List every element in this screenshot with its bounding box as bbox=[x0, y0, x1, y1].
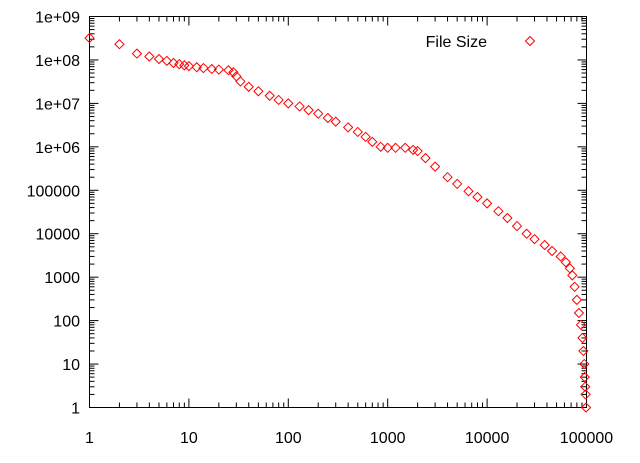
data-point bbox=[283, 98, 294, 109]
data-point bbox=[131, 48, 143, 59]
data-point bbox=[546, 245, 558, 257]
data-point bbox=[567, 270, 578, 281]
data-point bbox=[228, 67, 239, 78]
data-point bbox=[521, 228, 532, 239]
data-point bbox=[206, 63, 218, 75]
data-point bbox=[580, 389, 591, 400]
data-point bbox=[390, 142, 401, 154]
data-point bbox=[555, 251, 566, 262]
data-point bbox=[342, 122, 354, 133]
data-point bbox=[144, 51, 155, 62]
y-tick-label: 1e+06 bbox=[35, 140, 80, 157]
data-point bbox=[382, 142, 393, 154]
data-point bbox=[577, 332, 588, 344]
y-tick-label: 100 bbox=[53, 314, 80, 331]
legend-label-file-size: File Size bbox=[426, 34, 487, 51]
data-point bbox=[560, 257, 572, 268]
data-point bbox=[264, 90, 275, 101]
data-point bbox=[114, 39, 125, 50]
data-point bbox=[367, 136, 378, 148]
data-point bbox=[330, 116, 341, 127]
data-point bbox=[481, 198, 493, 209]
x-tick-label: 100 bbox=[275, 430, 302, 447]
data-point bbox=[223, 65, 234, 76]
data-point bbox=[313, 108, 324, 119]
data-point bbox=[253, 86, 264, 97]
data-point bbox=[84, 32, 95, 44]
data-point bbox=[322, 112, 334, 124]
data-point bbox=[573, 307, 585, 319]
data-point bbox=[575, 319, 587, 331]
data-point bbox=[420, 152, 431, 164]
y-tick-label: 1e+08 bbox=[35, 53, 80, 70]
data-point bbox=[511, 220, 523, 232]
x-tick-label: 1 bbox=[85, 430, 94, 447]
data-point bbox=[529, 233, 540, 245]
data-point bbox=[303, 104, 314, 116]
data-point bbox=[472, 191, 483, 203]
data-point bbox=[451, 178, 463, 190]
data-point bbox=[580, 402, 592, 413]
y-tick-label: 1 bbox=[71, 401, 80, 418]
data-point bbox=[502, 212, 513, 224]
data-point bbox=[412, 145, 423, 157]
data-point bbox=[569, 281, 580, 293]
x-tick-label: 100000 bbox=[560, 430, 613, 447]
data-point bbox=[579, 381, 591, 392]
x-tick-label: 10000 bbox=[465, 430, 510, 447]
data-point bbox=[183, 60, 195, 72]
data-point bbox=[352, 126, 363, 138]
y-tick-label: 10000 bbox=[36, 227, 81, 244]
data-point bbox=[273, 94, 284, 106]
axis-ticks bbox=[89, 16, 587, 408]
data-point bbox=[360, 131, 371, 143]
data-point bbox=[407, 144, 419, 156]
data-point bbox=[442, 171, 453, 183]
data-point bbox=[375, 141, 386, 153]
y-tick-label: 1000 bbox=[44, 270, 80, 287]
data-point bbox=[571, 294, 583, 306]
data-point bbox=[191, 62, 202, 73]
plot-frame bbox=[89, 16, 587, 408]
y-tick-label: 100000 bbox=[27, 183, 80, 200]
x-tick-label: 1000 bbox=[370, 430, 406, 447]
data-point bbox=[579, 358, 590, 370]
data-point bbox=[539, 239, 550, 251]
legend-marker-file-size bbox=[524, 35, 536, 47]
data-point bbox=[153, 53, 165, 65]
data-point bbox=[213, 64, 225, 75]
data-point bbox=[399, 142, 411, 154]
data-point bbox=[161, 55, 173, 67]
y-tick-label: 1e+09 bbox=[35, 10, 80, 27]
axis-tick-labels: 1 10 100 1000 10000 100000 1 10 100 1000 10000 1000… bbox=[27, 10, 614, 448]
y-tick-label: 10 bbox=[62, 357, 80, 374]
data-point bbox=[198, 62, 209, 74]
x-tick-label: 10 bbox=[180, 430, 198, 447]
data-point bbox=[235, 76, 246, 87]
legend: File Size bbox=[426, 34, 536, 51]
data-point bbox=[294, 101, 305, 112]
data-point bbox=[579, 371, 590, 383]
data-point bbox=[493, 205, 504, 217]
data-markers bbox=[84, 32, 592, 413]
data-point bbox=[578, 345, 589, 357]
data-point bbox=[168, 57, 179, 69]
data-point bbox=[243, 81, 254, 93]
data-point bbox=[463, 186, 474, 197]
y-tick-label: 1e+07 bbox=[35, 96, 80, 113]
data-point bbox=[429, 161, 441, 172]
